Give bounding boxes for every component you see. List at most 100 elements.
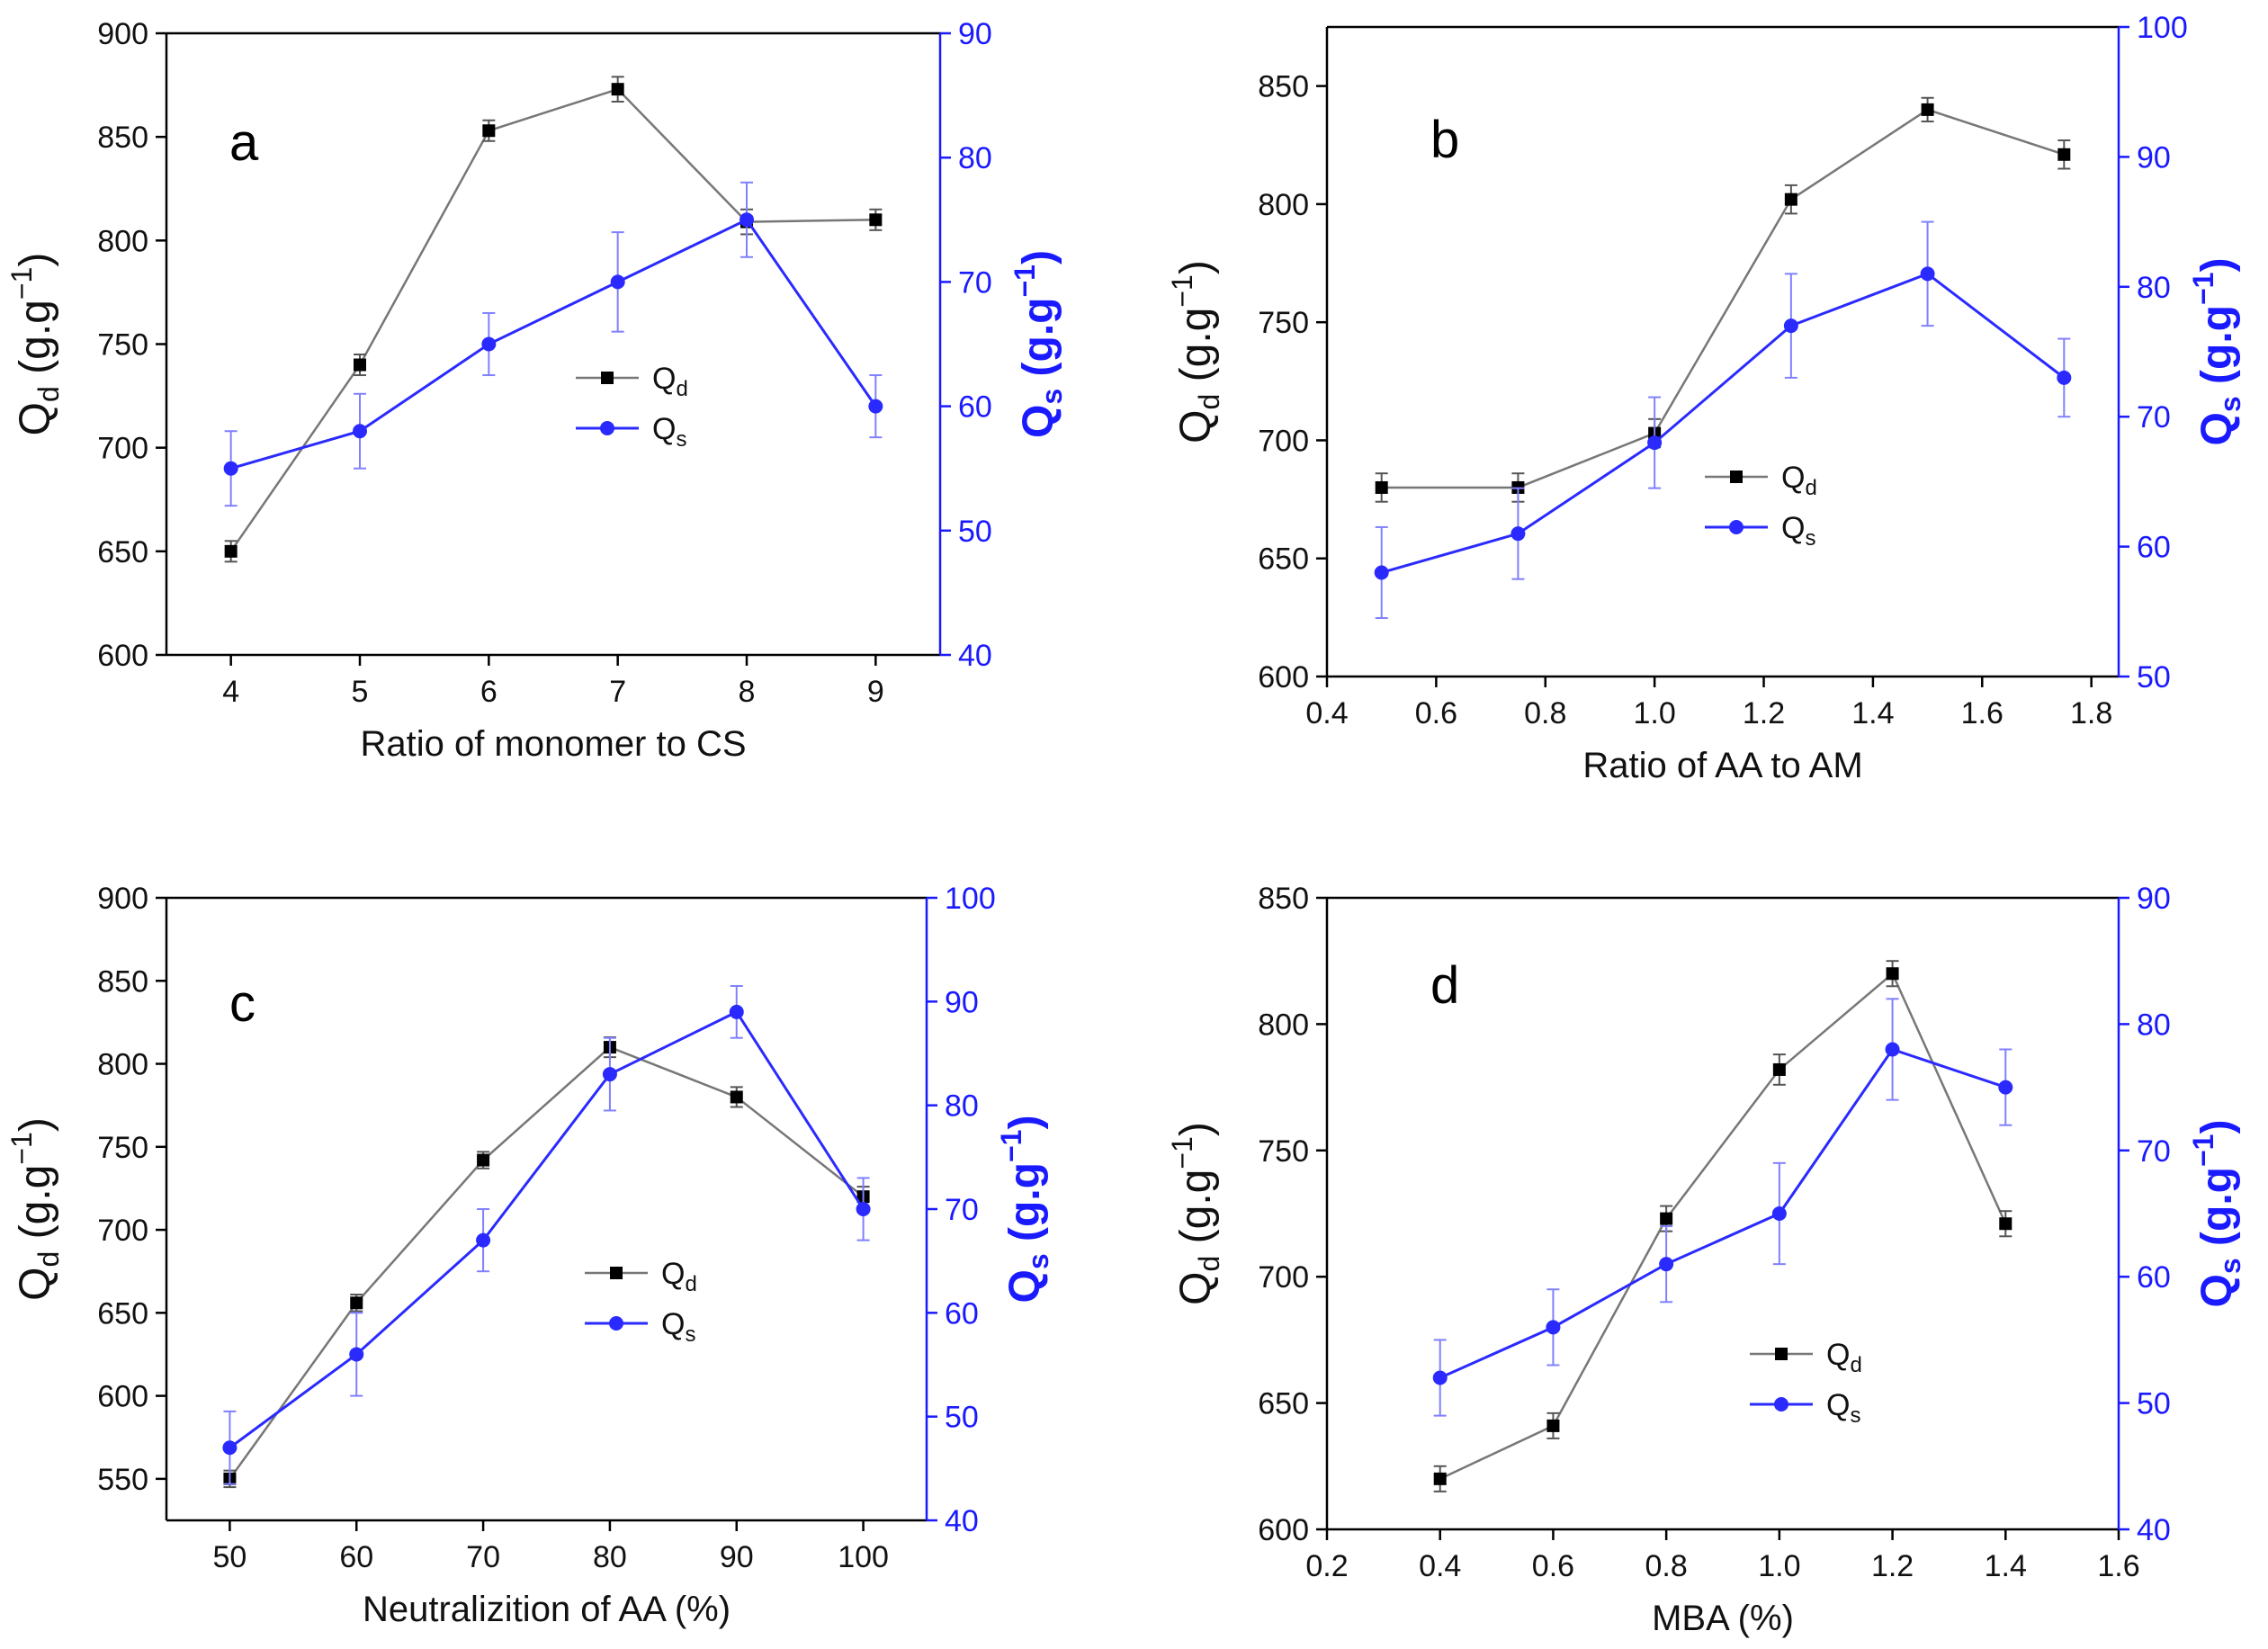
qs-point xyxy=(1771,1206,1787,1221)
qd-point xyxy=(482,124,496,138)
y2-tick-label: 60 xyxy=(945,1296,979,1331)
y-tick-label: 850 xyxy=(97,121,148,155)
qs-point xyxy=(856,1202,871,1216)
series-qs-line xyxy=(229,1009,865,1449)
qs-point xyxy=(349,1347,364,1362)
y2-tick-label: 90 xyxy=(2137,140,2171,175)
y2-tick-label: 50 xyxy=(958,515,992,549)
y2-tick-label: 50 xyxy=(2137,1387,2171,1421)
x-tick-label: 1.6 xyxy=(2097,1549,2139,1583)
y2-tick-label: 70 xyxy=(958,265,992,300)
y-tick-label: 800 xyxy=(1258,188,1309,222)
y-axis-title-right: Qs (g.g−1) xyxy=(2187,1120,2246,1308)
y-tick-label: 600 xyxy=(1258,1513,1309,1547)
qs-point xyxy=(729,1004,744,1019)
y2-tick-label: 50 xyxy=(945,1401,979,1435)
y2-tick-label: 80 xyxy=(2137,1008,2171,1042)
x-tick-label: 4 xyxy=(222,675,239,709)
qs-point xyxy=(602,1067,617,1082)
series-qd-line xyxy=(1439,972,2007,1480)
legend-qs-label: Qs xyxy=(652,412,686,452)
legend-qd-label: Qd xyxy=(1781,461,1817,500)
qs-point xyxy=(1511,526,1526,542)
y-tick-label: 750 xyxy=(1258,306,1309,340)
series-qs-line xyxy=(1439,1047,2006,1379)
y-axis-title-left: Qd (g.g−1) xyxy=(5,253,65,436)
qd-point xyxy=(611,83,624,96)
qs-point xyxy=(222,1440,238,1456)
x-axis-title: MBA (%) xyxy=(1652,1599,1794,1638)
qd-point xyxy=(1886,967,1899,981)
y2-tick-label: 80 xyxy=(945,1089,979,1124)
x-tick-label: 0.6 xyxy=(1415,696,1457,730)
qs-point xyxy=(1647,435,1663,451)
qd-point xyxy=(354,358,366,372)
qs-point xyxy=(1374,565,1389,580)
qd-point xyxy=(1660,1212,1673,1225)
panel-d: 0.2 0.4 0.6 0.8 1.0 1.2 1.4 1.6 600 650 700 750 800 8… xyxy=(1166,882,2246,1638)
y2-tick-label: 90 xyxy=(945,985,979,1019)
panel-letter: d xyxy=(1430,956,1459,1015)
legend-qs-marker xyxy=(1774,1397,1788,1412)
x-tick-label: 1.6 xyxy=(1961,696,2004,730)
panel-letter: c xyxy=(229,974,255,1033)
x-tick-label: 50 xyxy=(213,1540,247,1574)
y-axis-title-left: Qd (g.g−1) xyxy=(1166,260,1225,444)
legend-qs-label: Qs xyxy=(661,1307,695,1347)
qd-point xyxy=(477,1153,490,1167)
legend-qs-label: Qs xyxy=(1781,511,1815,551)
qd-point xyxy=(2057,148,2071,161)
panel-letter: b xyxy=(1430,111,1459,169)
legend-qd-label: Qd xyxy=(1826,1338,1862,1377)
y-axis-title-right: Qs (g.g−1) xyxy=(1008,250,1068,438)
x-tick-label: 6 xyxy=(480,675,498,709)
x-tick-label: 80 xyxy=(593,1540,627,1574)
y2-tick-label: 80 xyxy=(2137,271,2171,305)
x-tick-label: 0.4 xyxy=(1305,696,1348,730)
y-tick-label: 850 xyxy=(97,964,148,999)
legend-qd-marker xyxy=(1775,1348,1788,1360)
y-axis-title-right: Qs (g.g−1) xyxy=(2187,258,2246,446)
qd-point xyxy=(1921,103,1934,116)
panel-c: 50 60 70 80 90 100 550 600 650 700 750 800 850 900 40 5… xyxy=(5,882,1054,1629)
y2-tick-label: 60 xyxy=(2137,531,2171,565)
y2-tick-label: 100 xyxy=(2137,11,2188,45)
qd-point xyxy=(350,1296,363,1310)
y2-tick-label: 50 xyxy=(2137,660,2171,695)
y2-tick-label: 60 xyxy=(2137,1260,2171,1295)
qs-point xyxy=(481,336,497,352)
y-tick-label: 850 xyxy=(1258,70,1309,104)
legend-qs-marker xyxy=(600,421,614,435)
x-tick-label: 1.4 xyxy=(1985,1549,2027,1583)
qs-point xyxy=(610,274,625,290)
qd-point xyxy=(1999,1217,2013,1231)
x-axis-title: Neutralizition of AA (%) xyxy=(363,1590,731,1629)
qs-point xyxy=(353,424,367,439)
y-tick-label: 850 xyxy=(1258,882,1309,916)
y-tick-label: 600 xyxy=(1258,660,1309,695)
y-tick-label: 750 xyxy=(97,328,148,363)
qs-point xyxy=(1998,1080,2013,1095)
legend-qd-label: Qd xyxy=(652,362,688,401)
y-tick-label: 650 xyxy=(97,1296,148,1331)
y-tick-label: 650 xyxy=(1258,542,1309,577)
x-tick-label: 0.8 xyxy=(1645,1549,1688,1583)
qs-point xyxy=(1659,1257,1674,1272)
series-qs-line xyxy=(230,218,877,471)
qd-point xyxy=(730,1090,743,1104)
y-tick-label: 600 xyxy=(97,639,148,673)
y-tick-label: 700 xyxy=(1258,1260,1309,1295)
legend-qs-label: Qs xyxy=(1826,1388,1860,1428)
legend: Qd Qs xyxy=(576,362,688,452)
y2-tick-label: 70 xyxy=(2137,1134,2171,1169)
x-tick-label: 0.4 xyxy=(1419,1549,1461,1583)
qs-point xyxy=(740,212,754,228)
qs-point xyxy=(1546,1320,1561,1335)
y-tick-label: 650 xyxy=(1258,1387,1309,1421)
x-tick-label: 90 xyxy=(720,1540,754,1574)
legend-qd-marker xyxy=(610,1267,623,1279)
x-tick-label: 9 xyxy=(867,675,884,709)
y-tick-label: 750 xyxy=(97,1131,148,1165)
x-tick-label: 7 xyxy=(609,675,626,709)
panel-b: 0.4 0.6 0.8 1.0 1.2 1.4 1.6 1.8 600 650 700 750 800 8… xyxy=(1166,11,2246,785)
